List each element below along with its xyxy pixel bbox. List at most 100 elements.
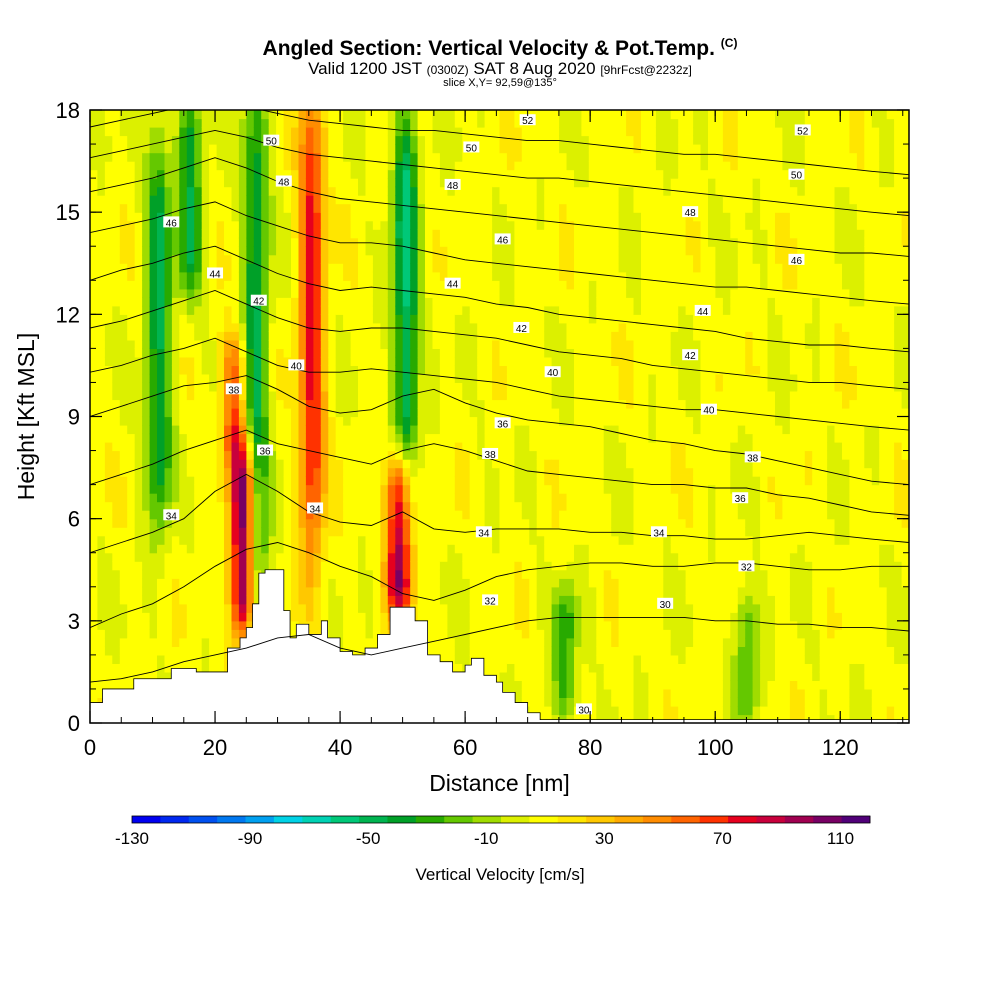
velocity-cell xyxy=(499,118,508,128)
velocity-cell xyxy=(529,195,538,205)
velocity-cell xyxy=(499,467,508,477)
velocity-cell xyxy=(164,416,173,426)
velocity-cell xyxy=(536,527,545,537)
velocity-cell xyxy=(224,348,232,358)
velocity-cell xyxy=(224,450,232,460)
velocity-cell xyxy=(588,433,597,443)
velocity-cell xyxy=(380,305,389,315)
velocity-cell xyxy=(209,161,218,171)
velocity-cell xyxy=(291,518,299,528)
velocity-cell xyxy=(536,646,545,656)
velocity-cell xyxy=(104,501,113,511)
velocity-cell xyxy=(261,408,270,418)
velocity-cell xyxy=(425,118,433,128)
velocity-cell xyxy=(343,484,352,494)
velocity-cell xyxy=(127,612,136,622)
velocity-cell xyxy=(439,459,448,469)
velocity-cell xyxy=(253,144,262,154)
velocity-cell xyxy=(231,578,240,588)
velocity-cell xyxy=(104,280,113,290)
velocity-cell xyxy=(149,229,158,239)
velocity-cell xyxy=(171,322,180,332)
velocity-cell xyxy=(112,110,121,120)
velocity-cell xyxy=(462,203,471,213)
velocity-cell xyxy=(365,178,374,188)
velocity-cell xyxy=(529,373,538,383)
velocity-cell xyxy=(201,305,210,315)
velocity-cell xyxy=(417,288,426,298)
velocity-cell xyxy=(506,246,515,256)
velocity-cell xyxy=(395,408,404,418)
velocity-cell xyxy=(201,544,210,554)
velocity-cell xyxy=(157,195,165,205)
velocity-cell xyxy=(119,186,128,196)
velocity-cell xyxy=(365,433,374,443)
velocity-cell xyxy=(127,493,136,503)
velocity-cell xyxy=(469,237,478,247)
velocity-cell xyxy=(402,518,411,528)
velocity-cell xyxy=(514,442,523,452)
velocity-cell xyxy=(224,561,232,571)
velocity-cell xyxy=(432,552,441,562)
velocity-cell xyxy=(365,288,374,298)
velocity-cell xyxy=(395,569,404,579)
velocity-cell xyxy=(514,476,523,486)
velocity-cell xyxy=(432,161,441,171)
velocity-cell xyxy=(425,161,433,171)
velocity-cell xyxy=(283,246,292,256)
velocity-cell xyxy=(186,237,195,247)
velocity-cell xyxy=(439,382,448,392)
velocity-cell xyxy=(112,425,121,435)
velocity-cell xyxy=(492,501,501,511)
velocity-cell xyxy=(425,237,433,247)
velocity-cell xyxy=(97,348,106,358)
velocity-cell xyxy=(365,501,374,511)
velocity-cell xyxy=(253,331,262,341)
velocity-cell xyxy=(402,595,411,605)
velocity-cell xyxy=(313,373,322,383)
velocity-cell xyxy=(119,373,128,383)
velocity-cell xyxy=(454,476,463,486)
velocity-cell xyxy=(201,271,210,281)
velocity-cell xyxy=(97,620,106,630)
velocity-cell xyxy=(313,169,322,179)
velocity-cell xyxy=(529,339,538,349)
velocity-cell xyxy=(358,561,366,571)
velocity-cell xyxy=(417,382,426,392)
velocity-cell xyxy=(186,544,195,554)
velocity-cell xyxy=(529,561,538,571)
velocity-cell xyxy=(238,161,247,171)
velocity-cell xyxy=(246,331,255,341)
velocity-cell xyxy=(335,382,344,392)
velocity-cell xyxy=(209,561,218,571)
velocity-cell xyxy=(194,408,203,418)
velocity-cell xyxy=(551,493,560,503)
velocity-cell xyxy=(134,450,143,460)
velocity-cell xyxy=(365,425,374,435)
velocity-cell xyxy=(231,442,240,452)
velocity-cell xyxy=(343,186,352,196)
velocity-cell xyxy=(492,561,501,571)
velocity-cell xyxy=(425,408,433,418)
velocity-cell xyxy=(462,127,471,137)
velocity-cell xyxy=(514,212,523,222)
velocity-cell xyxy=(328,442,337,452)
velocity-cell xyxy=(469,339,478,349)
velocity-cell xyxy=(566,314,575,324)
velocity-cell xyxy=(90,237,98,247)
velocity-cell xyxy=(142,518,151,528)
velocity-cell xyxy=(529,680,538,690)
velocity-cell xyxy=(581,637,590,647)
velocity-cell xyxy=(566,527,575,537)
velocity-cell xyxy=(529,263,538,273)
velocity-cell xyxy=(157,518,165,528)
velocity-cell xyxy=(97,212,106,222)
velocity-cell xyxy=(305,569,314,579)
velocity-cell xyxy=(320,220,329,230)
velocity-cell xyxy=(395,373,404,383)
velocity-cell xyxy=(201,254,210,264)
velocity-cell xyxy=(149,118,158,128)
velocity-cell xyxy=(328,620,337,630)
velocity-cell xyxy=(328,263,337,273)
velocity-cell xyxy=(224,229,232,239)
